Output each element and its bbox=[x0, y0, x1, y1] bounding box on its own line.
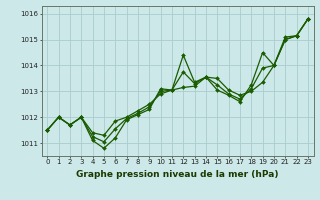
X-axis label: Graphe pression niveau de la mer (hPa): Graphe pression niveau de la mer (hPa) bbox=[76, 170, 279, 179]
